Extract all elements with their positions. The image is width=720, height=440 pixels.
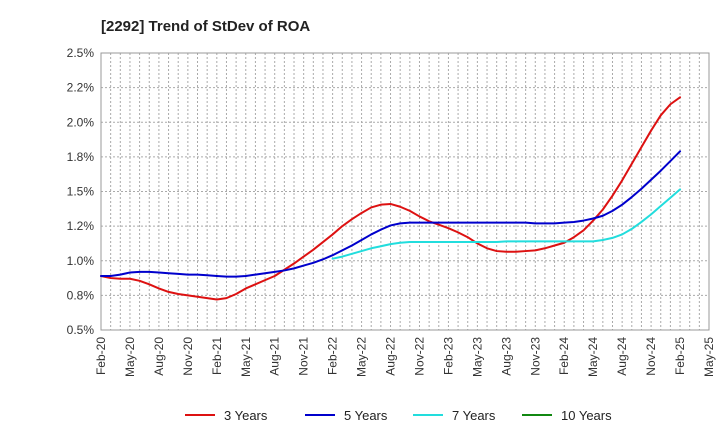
x-tick-label: Nov-22 xyxy=(412,337,426,376)
series-line xyxy=(100,150,682,278)
x-tick-label: May-24 xyxy=(586,337,600,377)
x-tick-label: Feb-24 xyxy=(557,337,571,375)
x-tick-label: May-20 xyxy=(123,337,137,377)
legend-label: 5 Years xyxy=(344,408,388,423)
x-tick-label: Aug-21 xyxy=(268,337,282,376)
x-tick-label: May-25 xyxy=(702,337,716,377)
chart-title: [2292] Trend of StDev of ROA xyxy=(101,18,310,35)
x-tick-label: Nov-21 xyxy=(297,337,311,376)
y-tick-label: 0.5% xyxy=(67,323,95,337)
legend-label: 7 Years xyxy=(452,408,496,423)
x-tick-label: Feb-22 xyxy=(326,337,340,375)
x-tick-label: Feb-20 xyxy=(94,337,108,375)
grid xyxy=(101,52,709,331)
y-tick-label: 2.5% xyxy=(67,46,95,60)
x-tick-label: May-21 xyxy=(239,337,253,377)
y-tick-label: 1.2% xyxy=(67,219,95,233)
x-tick-label: May-23 xyxy=(470,337,484,377)
y-tick-label: 2.0% xyxy=(67,115,95,129)
y-tick-label: 1.0% xyxy=(67,254,95,268)
x-tick-label: Feb-23 xyxy=(441,337,455,375)
legend-label: 3 Years xyxy=(224,408,268,423)
y-axis: 0.5% 0.8% 1.0% 1.2% 1.5% 1.8% 2.0% 2.2% 2.5% xyxy=(67,46,95,337)
y-tick-label: 0.8% xyxy=(67,288,95,302)
series-lines xyxy=(100,96,682,301)
x-tick-label: Feb-25 xyxy=(673,337,687,375)
x-axis: Feb-20 May-20 Aug-20 Nov-20 Feb-21 May-21 Aug-… xyxy=(94,337,716,377)
x-tick-label: May-22 xyxy=(355,337,369,377)
legend-label: 10 Years xyxy=(561,408,612,423)
x-tick-label: Nov-20 xyxy=(181,337,195,376)
y-tick-label: 2.2% xyxy=(67,81,95,95)
series-line xyxy=(331,188,682,260)
x-tick-label: Feb-21 xyxy=(210,337,224,375)
x-tick-label: Aug-23 xyxy=(499,337,513,376)
x-tick-label: Aug-22 xyxy=(384,337,398,376)
y-tick-label: 1.8% xyxy=(67,150,95,164)
y-tick-label: 1.5% xyxy=(67,185,95,199)
series-line xyxy=(100,96,682,301)
x-tick-label: Aug-20 xyxy=(152,337,166,376)
x-tick-label: Nov-23 xyxy=(528,337,542,376)
plot-area-frame xyxy=(100,52,710,331)
legend: 3 Years 5 Years 7 Years 10 Years xyxy=(185,408,612,423)
x-tick-label: Aug-24 xyxy=(615,337,629,376)
x-tick-label: Nov-24 xyxy=(644,337,658,376)
